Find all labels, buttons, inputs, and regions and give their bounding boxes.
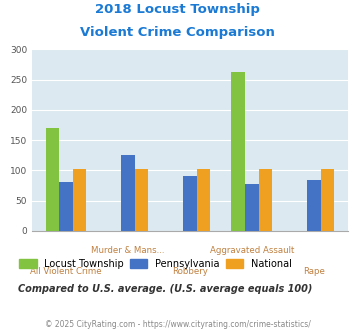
Bar [73,169,87,231]
Text: All Violent Crime: All Violent Crime [30,267,102,276]
Bar [197,169,211,231]
Bar [307,180,321,231]
Bar [121,155,135,231]
Bar [231,73,245,231]
Legend: Locust Township, Pennsylvania, National: Locust Township, Pennsylvania, National [19,259,292,269]
Text: Murder & Mans...: Murder & Mans... [91,246,165,254]
Bar [183,176,197,231]
Text: © 2025 CityRating.com - https://www.cityrating.com/crime-statistics/: © 2025 CityRating.com - https://www.city… [45,320,310,329]
Bar [45,128,59,231]
Text: Violent Crime Comparison: Violent Crime Comparison [80,26,275,39]
Bar [245,184,259,231]
Text: Rape: Rape [303,267,325,276]
Bar [259,169,272,231]
Bar [135,169,148,231]
Text: 2018 Locust Township: 2018 Locust Township [95,3,260,16]
Text: Compared to U.S. average. (U.S. average equals 100): Compared to U.S. average. (U.S. average … [18,284,312,294]
Bar [321,169,334,231]
Text: Robbery: Robbery [172,267,208,276]
Text: Aggravated Assault: Aggravated Assault [210,246,294,254]
Bar [59,182,73,231]
